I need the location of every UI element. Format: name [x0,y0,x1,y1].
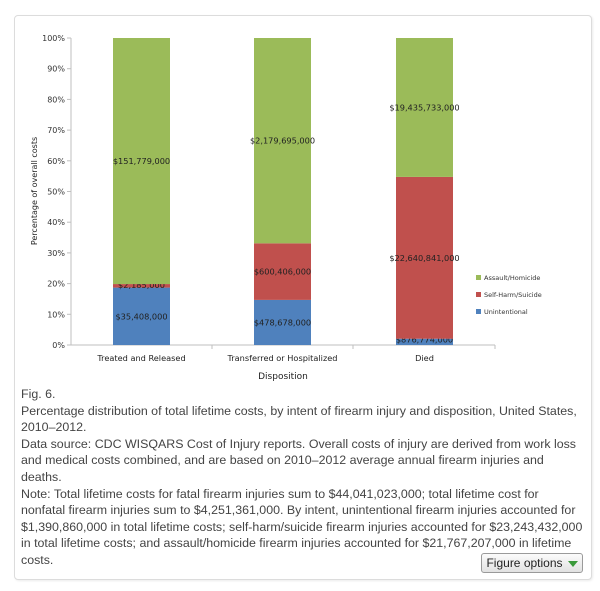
figure-source: Data source: CDC WISQARS Cost of Injury … [21,436,576,484]
legend-swatch [476,309,481,314]
y-tick-label: 60% [47,157,65,166]
legend-swatch [476,292,481,297]
x-axis-title: Disposition [258,372,308,382]
figure-note: Note: Total lifetime costs for fatal fir… [21,486,583,567]
data-label: $22,640,841,000 [389,253,459,263]
y-tick-label: 10% [47,310,65,319]
bar-segment-unintentional [396,338,453,345]
stacked-bar-chart: 0% 10% 20% 30% 40% 50% 60% 70% 80% 90% 100% $35,408… [30,34,542,382]
data-label: $151,779,000 [113,156,170,166]
data-label: $2,185,000 [118,280,165,290]
legend-label: Unintentional [484,308,528,316]
bar-segment-self-harm-suicide [396,176,453,339]
legend-label: Self-Harm/Suicide [484,291,542,299]
y-tick-label: 20% [47,280,65,289]
figure-options-button[interactable]: Figure options [481,553,583,573]
bar-segment-assault-homicide [396,38,453,177]
bar-segment-self-harm-suicide [113,284,170,288]
data-label: $35,408,000 [115,311,167,321]
y-tick-label: 90% [47,65,65,74]
bar-segment-self-harm-suicide [254,243,311,300]
bar-segment-assault-homicide [113,38,170,285]
x-tick-label: Transferred or Hospitalized [227,353,338,363]
data-label: $19,435,733,000 [389,102,459,112]
y-tick-label: 30% [47,249,65,258]
x-tick-label: Died [415,353,434,363]
data-label: $600,406,000 [254,267,311,277]
legend-label: Assault/Homicide [484,274,540,282]
x-tick-label: Treated and Released [96,353,185,363]
figure-options-label: Figure options [486,556,563,570]
data-label: $2,179,695,000 [250,136,315,146]
y-tick-label: 80% [47,95,65,104]
triangle-down-icon [567,561,578,567]
data-label: $876,774,000 [396,335,453,345]
figure-title: Percentage distribution of total lifetim… [21,403,577,435]
y-tick-label: 70% [47,126,65,135]
y-tick-label: 50% [47,188,65,197]
figure-label: Fig. 6. [21,387,56,401]
figure-caption: Fig. 6. Percentage distribution of total… [21,386,586,569]
data-label: $478,678,000 [254,317,311,327]
bar-segment-unintentional [254,299,311,345]
bar-segment-unintentional [113,287,170,345]
legend-swatch [476,275,481,280]
bar-segment-assault-homicide [254,38,311,244]
y-tick-label: 40% [47,218,65,227]
y-tick-label: 0% [52,341,65,350]
y-tick-label: 100% [42,34,65,43]
y-axis-title: Percentage of overall costs [30,137,39,245]
